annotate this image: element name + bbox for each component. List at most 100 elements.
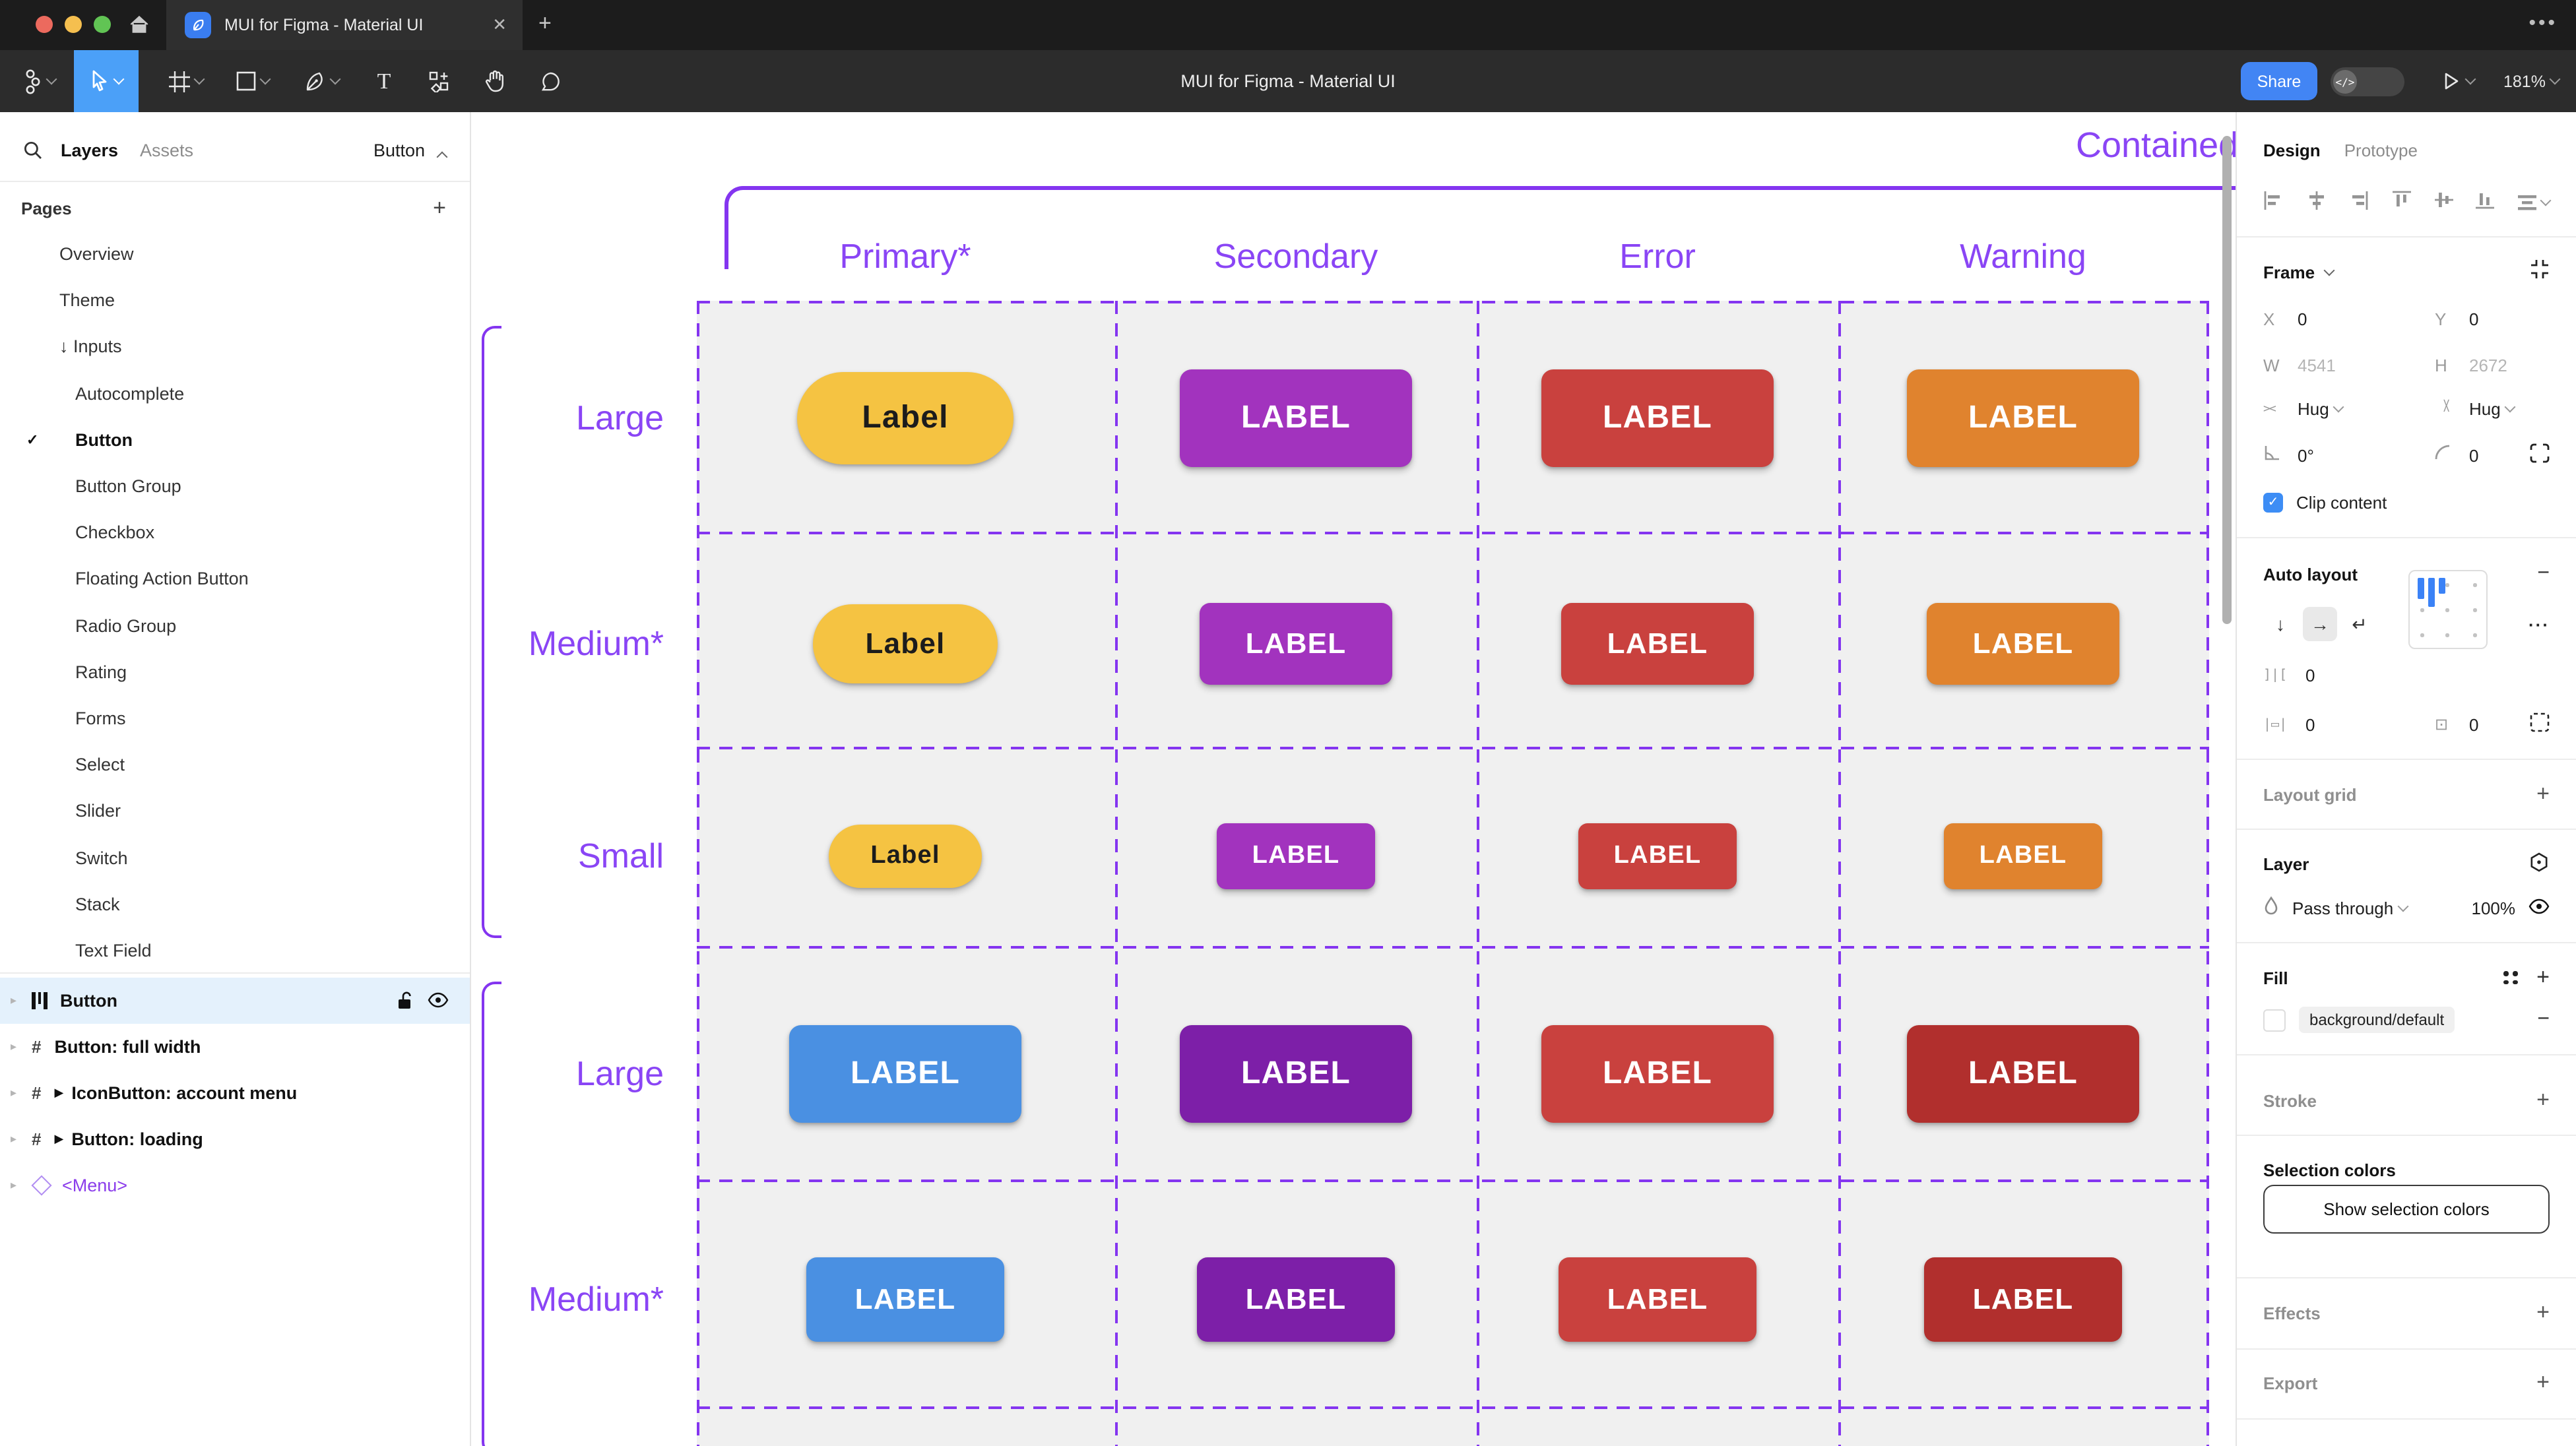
page-item-autocomplete[interactable]: Autocomplete (75, 383, 185, 404)
hand-tool-button[interactable] (470, 50, 520, 112)
layer-row-iconbutton-account-menu[interactable]: ▸ # ▶ IconButton: account menu (0, 1070, 470, 1116)
page-selector[interactable]: Button (373, 141, 425, 160)
page-item-radio-group[interactable]: Radio Group (75, 615, 177, 636)
layer-visibility-icon[interactable] (2528, 898, 2550, 918)
layer-row-button-full-width[interactable]: ▸ # Button: full width (0, 1024, 470, 1070)
button-error-small[interactable]: LABEL (1578, 823, 1737, 889)
direction-wrap-button[interactable]: ↵ (2352, 613, 2367, 634)
layer-row-button-selected[interactable]: ▸ Button (0, 978, 470, 1024)
add-layout-grid-button[interactable]: + (2536, 781, 2550, 806)
page-item-button-active[interactable]: ✓ Button (0, 417, 470, 463)
visibility-eye-icon[interactable] (428, 992, 449, 1012)
share-button[interactable]: Share (2241, 62, 2317, 100)
button-secondary-large[interactable]: LABEL (1180, 369, 1412, 467)
button-error-medium[interactable]: LABEL (1561, 603, 1754, 685)
button-primary-medium[interactable]: Label (813, 604, 998, 683)
page-item-slider[interactable]: Slider (75, 801, 121, 821)
button-primary-large[interactable]: Label (797, 372, 1014, 464)
new-tab-button[interactable]: + (538, 11, 552, 36)
add-stroke-button[interactable]: + (2536, 1087, 2550, 1112)
disclosure-chevron-icon[interactable]: ▸ (11, 993, 17, 1007)
page-item-fab[interactable]: Floating Action Button (75, 569, 249, 589)
home-icon[interactable] (128, 13, 150, 42)
button-secondary-medium[interactable]: LABEL (1200, 603, 1392, 685)
page-item-forms[interactable]: Forms (75, 708, 126, 728)
page-item-rating[interactable]: Rating (75, 662, 127, 682)
direction-vertical-button[interactable]: ↓ (2276, 613, 2285, 635)
zoom-level-dropdown[interactable]: 181% (2503, 50, 2561, 112)
button-warning-medium[interactable]: LABEL (1927, 603, 2119, 685)
button-primary-large-alt[interactable]: LABEL (789, 1025, 1021, 1123)
h-input[interactable]: 2672 (2469, 356, 2507, 375)
button-error-large-alt[interactable]: LABEL (1541, 1025, 1774, 1123)
button-secondary-large-alt[interactable]: LABEL (1180, 1025, 1412, 1123)
independent-corners-icon[interactable] (2530, 443, 2550, 467)
search-icon[interactable] (22, 140, 44, 168)
align-v-center-icon[interactable] (2434, 190, 2453, 214)
dev-mode-toggle[interactable]: </> (2331, 67, 2404, 96)
rotation-input[interactable]: 0° (2298, 445, 2314, 465)
button-error-medium-alt[interactable]: LABEL (1559, 1257, 1756, 1342)
page-item-stack[interactable]: Stack (75, 894, 120, 914)
tab-assets[interactable]: Assets (140, 141, 194, 160)
align-right-icon[interactable] (2350, 191, 2369, 213)
button-warning-medium-alt[interactable]: LABEL (1924, 1257, 2122, 1342)
frame-title-label[interactable]: Contained (2076, 125, 2236, 165)
canvas-scrollbar[interactable] (2222, 136, 2232, 624)
button-warning-small[interactable]: LABEL (1944, 823, 2102, 889)
tab-close-icon[interactable]: ✕ (492, 15, 507, 34)
x-input[interactable]: 0 (2298, 309, 2307, 329)
fill-styles-icon[interactable] (2503, 971, 2518, 984)
align-left-icon[interactable] (2263, 191, 2283, 213)
main-menu-button[interactable] (16, 50, 63, 112)
padding-horizontal-input[interactable]: 0 (2305, 714, 2315, 734)
browser-tab[interactable]: MUI for Figma - Material UI ✕ (166, 0, 523, 50)
fill-color-swatch[interactable] (2263, 1009, 2286, 1031)
button-secondary-medium-alt[interactable]: LABEL (1197, 1257, 1395, 1342)
corner-radius-input[interactable]: 0 (2469, 445, 2479, 465)
individual-padding-icon[interactable] (2530, 712, 2550, 736)
page-item-select[interactable]: Select (75, 755, 125, 775)
tab-layers[interactable]: Layers (61, 141, 119, 160)
add-effect-button[interactable]: + (2536, 1300, 2550, 1325)
fill-row[interactable]: background/default − (2263, 1007, 2550, 1033)
add-page-button[interactable]: + (433, 195, 446, 220)
distribute-menu-icon[interactable] (2517, 193, 2552, 211)
alignment-box[interactable] (2408, 570, 2488, 649)
button-primary-small[interactable]: Label (829, 825, 982, 888)
page-item-button-group[interactable]: Button Group (75, 476, 181, 497)
comment-tool-button[interactable] (525, 50, 575, 112)
button-warning-large[interactable]: LABEL (1907, 369, 2139, 467)
blend-mode-icon[interactable] (2528, 852, 2550, 877)
fill-style-chip[interactable]: background/default (2299, 1007, 2455, 1033)
disclosure-chevron-icon[interactable]: ▸ (11, 1178, 17, 1191)
clip-content-row[interactable]: ✓ Clip content (2263, 493, 2550, 513)
page-item-text-field[interactable]: Text Field (75, 940, 152, 960)
align-top-icon[interactable] (2392, 190, 2411, 214)
y-input[interactable]: 0 (2469, 309, 2479, 329)
blend-mode-dropdown[interactable]: Pass through (2292, 898, 2394, 918)
page-item-checkbox[interactable]: Checkbox (75, 522, 155, 543)
tab-design[interactable]: Design (2263, 141, 2321, 160)
page-item-theme[interactable]: Theme (59, 290, 115, 311)
button-error-large[interactable]: LABEL (1541, 369, 1774, 467)
disclosure-chevron-icon[interactable]: ▸ (11, 1040, 17, 1053)
remove-fill-button[interactable]: − (2537, 1008, 2550, 1030)
opacity-input[interactable]: 100% (2471, 898, 2516, 918)
disclosure-chevron-icon[interactable]: ▸ (11, 1086, 17, 1099)
w-input[interactable]: 4541 (2298, 356, 2336, 375)
resources-tool-button[interactable] (414, 50, 465, 112)
page-item-overview[interactable]: Overview (59, 244, 134, 265)
button-primary-medium-alt[interactable]: LABEL (806, 1257, 1004, 1342)
page-item-switch[interactable]: Switch (75, 848, 128, 868)
clip-content-checkbox[interactable]: ✓ (2263, 493, 2283, 513)
remove-auto-layout-button[interactable]: − (2537, 562, 2550, 584)
present-button[interactable] (2441, 50, 2476, 112)
collapse-icon[interactable] (2530, 260, 2550, 284)
move-tool-button[interactable] (74, 50, 139, 112)
frame-section-title[interactable]: Frame (2263, 262, 2315, 282)
frame-tool-button[interactable] (158, 50, 214, 112)
window-close-button[interactable] (36, 16, 53, 33)
window-minimize-button[interactable] (65, 16, 82, 33)
direction-horizontal-button[interactable]: → (2303, 607, 2337, 641)
